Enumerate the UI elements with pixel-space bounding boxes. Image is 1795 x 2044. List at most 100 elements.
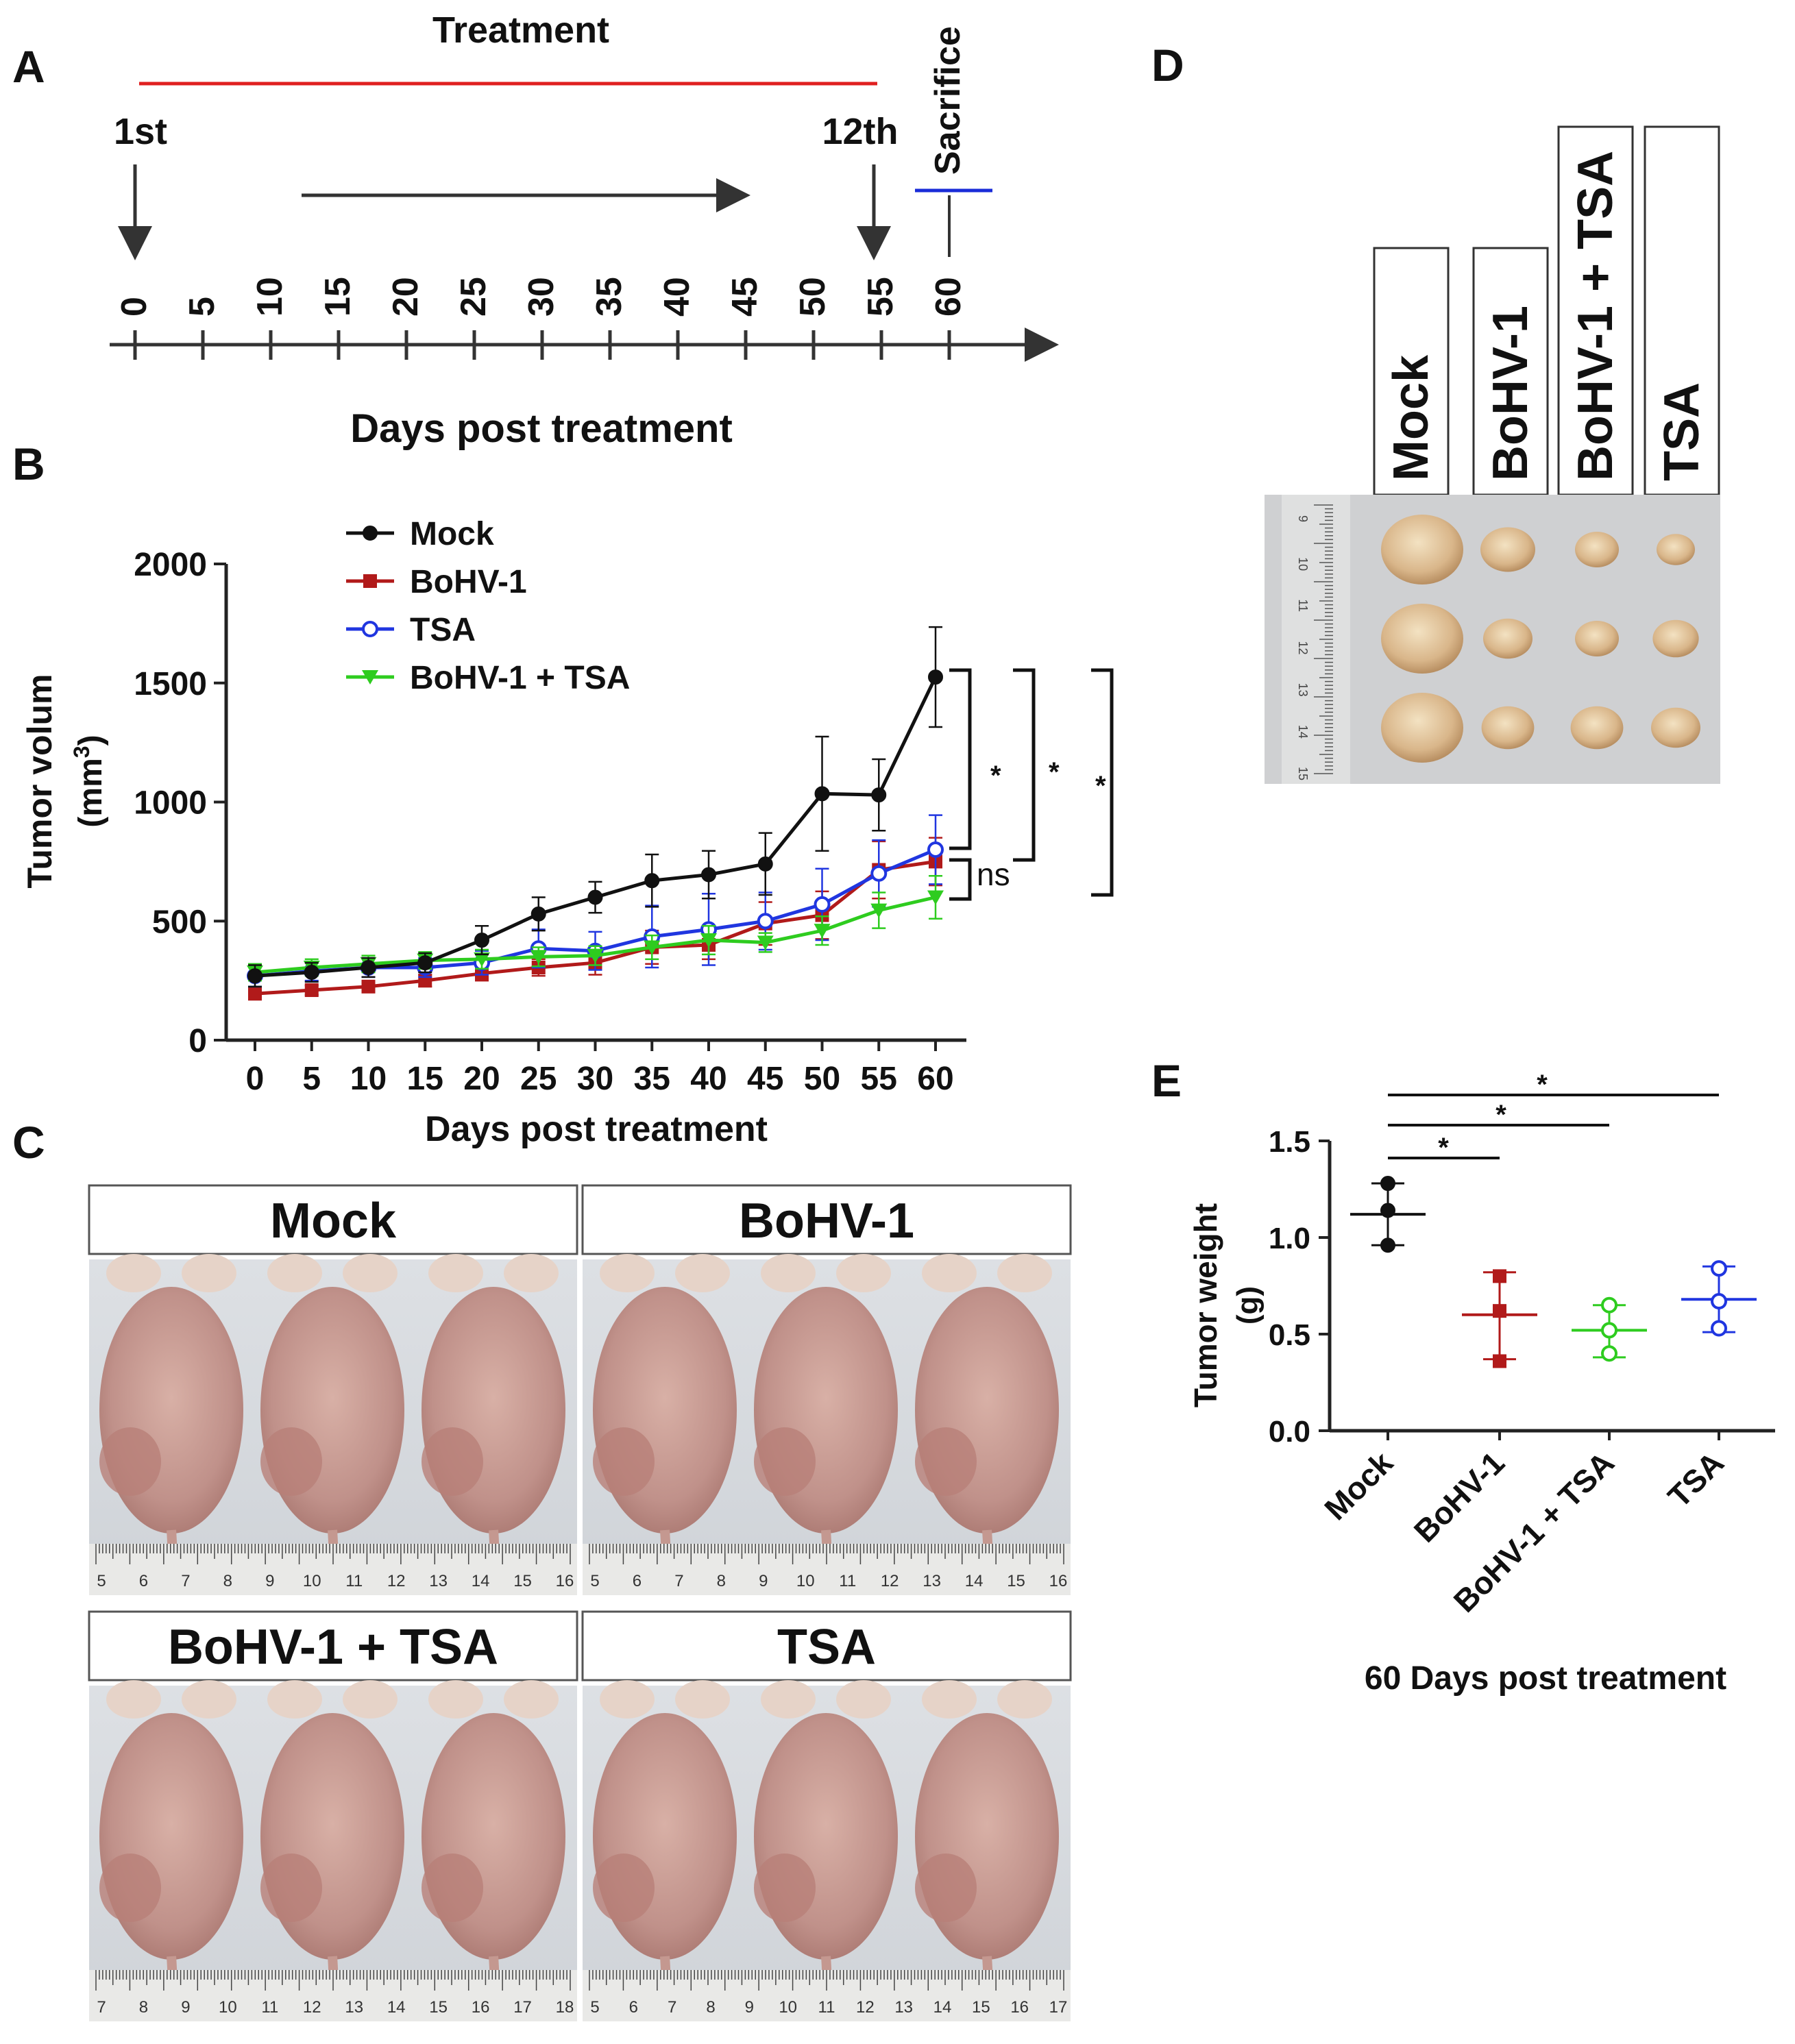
ruler-number: 7 (181, 1572, 190, 1590)
chart-b-x-tick-label: 30 (577, 1061, 613, 1097)
mouse (593, 1680, 737, 2018)
chart-b-y-tick-label: 2000 (134, 547, 207, 583)
ruler-number: 6 (633, 1572, 642, 1590)
ruler-number: 10 (1296, 557, 1310, 571)
timeline-tick-label: 45 (725, 277, 765, 317)
mouse-photos: Mock 5 6 7 8 9 10 11 12 13 14 15 16 BoHV-1 5 6 7 8 9 10 11 12… (88, 1184, 1072, 2021)
ruler-number: 13 (1296, 683, 1310, 697)
mouse-ear (922, 1680, 977, 1719)
tumor-bulge (260, 1854, 322, 1922)
sig-star: * (1049, 757, 1060, 787)
treatment-label: Treatment (432, 10, 609, 51)
weight-point (1380, 1203, 1395, 1218)
mouse-ear (267, 1680, 322, 1719)
chart-b-xlabel: Days post treatment (425, 1109, 768, 1149)
ruler-number: 14 (387, 1998, 406, 2017)
tumor-column-label: Mock (1373, 247, 1450, 496)
data-point (248, 987, 262, 1001)
mouse (99, 1254, 243, 1592)
data-point (814, 786, 830, 802)
chart-b-ylabel: Tumor volum (21, 674, 59, 889)
photo-label: BoHV-1 (739, 1194, 914, 1248)
mouse-ear (428, 1680, 483, 1719)
chart-e-x-tick-label: BoHV-1 (1407, 1444, 1511, 1549)
excised-tumor (1575, 621, 1619, 656)
mouse-ear (106, 1254, 161, 1292)
mouse-ear (761, 1680, 816, 1719)
chart-b-x-tick-label: 25 (520, 1061, 557, 1097)
tumor-bulge (915, 1427, 977, 1496)
data-point (304, 964, 319, 980)
legend-label: BoHV-1 (410, 564, 527, 600)
weight-point (1493, 1354, 1506, 1368)
ruler-number: 15 (1296, 767, 1310, 780)
sig-star: * (990, 761, 1001, 791)
ruler-number: 16 (472, 1998, 490, 2017)
excised-tumor (1575, 532, 1619, 567)
legend-label: TSA (410, 612, 476, 648)
ruler-number: 15 (1007, 1572, 1025, 1590)
timeline-xlabel: Days post treatment (350, 406, 733, 451)
mouse-ear (997, 1680, 1052, 1719)
chart-b-x-tick-label: 15 (407, 1061, 443, 1097)
mouse-ear (761, 1254, 816, 1292)
ruler-number: 14 (1296, 725, 1310, 739)
ruler-number: 8 (717, 1572, 726, 1590)
mouse-ear (600, 1254, 655, 1292)
mouse-body (260, 1713, 404, 1960)
ruler-number: 11 (1296, 599, 1310, 612)
ruler-number: 13 (345, 1998, 363, 2017)
weight-point (1601, 1322, 1617, 1339)
panel-letter-c: C (12, 1117, 45, 1168)
data-point (587, 889, 603, 905)
chart-b-y-tick-label: 1500 (134, 666, 207, 702)
mouse-ear (997, 1254, 1052, 1292)
data-point (870, 865, 888, 882)
mouse-body (915, 1713, 1059, 1960)
data-point (927, 841, 944, 858)
data-point (814, 924, 831, 939)
legend-marker (362, 670, 378, 685)
chart-b-y-tick-label: 0 (188, 1023, 207, 1059)
ruler-number: 16 (556, 1572, 574, 1590)
mouse (422, 1254, 565, 1592)
data-point (757, 856, 773, 872)
chart-b-x-tick-label: 45 (747, 1061, 783, 1097)
ruler-number: 14 (965, 1572, 984, 1590)
data-point (928, 669, 943, 685)
data-point (757, 913, 774, 930)
data-point (814, 896, 831, 913)
tumor-volume-chart: 0 500 1000 1500 2000 0 5 10 15 20 25 30 35 40 45 50 55 60… (134, 516, 1114, 1097)
sig-star: * (1095, 771, 1106, 801)
timeline-tick-label: 0 (114, 297, 154, 317)
mouse (99, 1680, 243, 2018)
ruler-number: 12 (303, 1998, 321, 2017)
timeline-tick-label: 55 (861, 277, 901, 317)
excised-tumor (1570, 706, 1624, 750)
mouse (593, 1254, 737, 1592)
data-point (700, 933, 717, 948)
chart-b-x-tick-label: 50 (804, 1061, 840, 1097)
chart-b-y-tick-label: 1000 (134, 785, 207, 822)
ruler-number: 8 (706, 1998, 715, 2017)
chart-b-ylabel-unit: (mm3) (69, 735, 109, 827)
panel-letter-b: B (12, 439, 45, 489)
ruler-number: 13 (894, 1998, 913, 2017)
excised-tumor (1381, 515, 1463, 584)
ruler-number: 15 (972, 1998, 990, 2017)
data-point (644, 940, 661, 955)
mouse-ear (504, 1254, 559, 1292)
mouse-body (99, 1713, 243, 1960)
excised-tumor (1481, 706, 1535, 750)
mouse (915, 1254, 1059, 1592)
label-box (1373, 247, 1450, 496)
label-text: BoHV-1 + TSA (1568, 151, 1623, 481)
ruler-number: 5 (97, 1572, 106, 1590)
bracket-mock-vs-combo (1091, 668, 1114, 897)
mouse-ear (675, 1680, 730, 1719)
legend-marker (363, 526, 378, 541)
mouse-ear (343, 1254, 398, 1292)
tumor-column-label: TSA (1644, 125, 1720, 496)
ruler-number: 12 (387, 1572, 406, 1590)
